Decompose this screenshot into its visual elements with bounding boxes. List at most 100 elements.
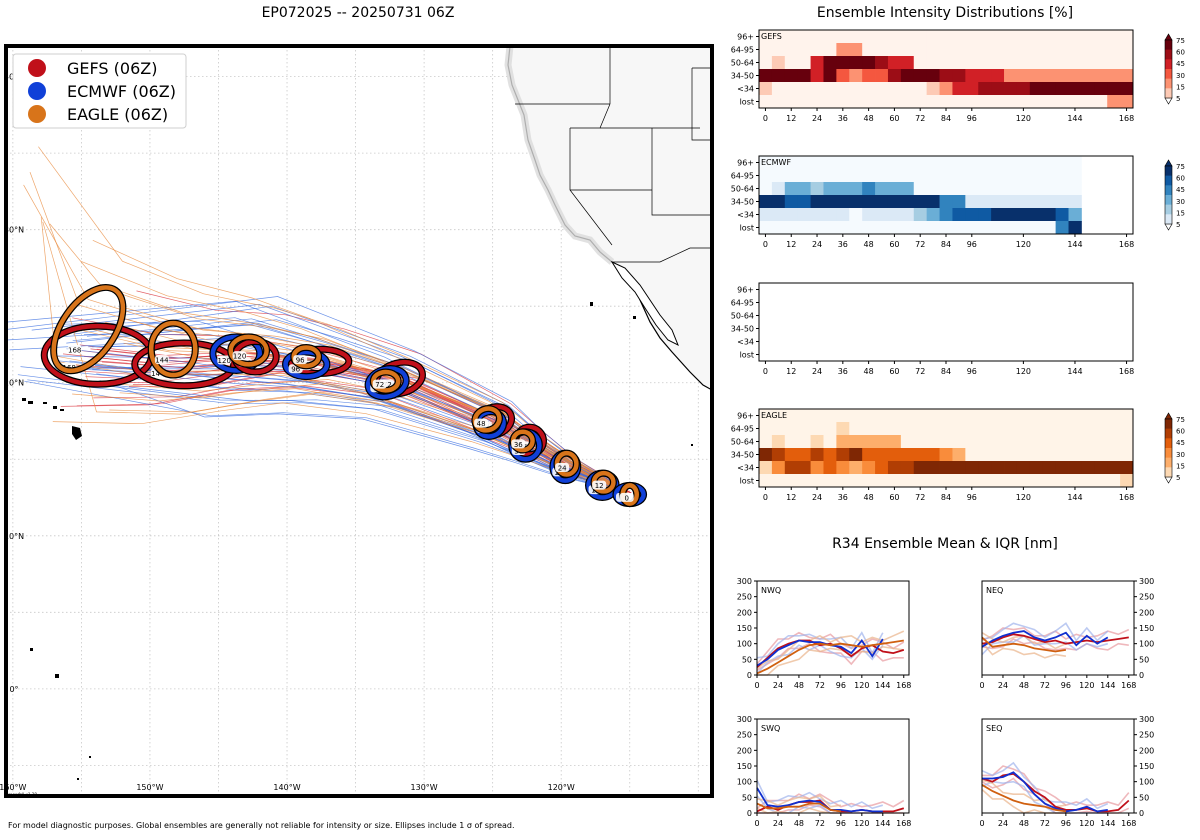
intensity-cell xyxy=(759,156,773,170)
coastal-shading xyxy=(504,46,615,265)
intensity-cell xyxy=(810,182,824,196)
intensity-cell xyxy=(1029,169,1044,183)
intensity-cell xyxy=(913,69,928,83)
intensity-cell xyxy=(1029,95,1044,109)
intensity-cell xyxy=(952,169,966,183)
intensity-cell xyxy=(952,69,966,83)
r34-mean-line-eagle xyxy=(981,636,1067,653)
intensity-cell xyxy=(759,56,773,70)
intensity-cell xyxy=(771,69,786,83)
intensity-cell xyxy=(810,95,824,109)
colorbar-tick-label: 30 xyxy=(1176,72,1185,80)
intensity-category-label: 96+ xyxy=(737,412,754,421)
ellipse-label-bg xyxy=(293,355,308,365)
intensity-cell xyxy=(1042,69,1057,83)
intensity-cell xyxy=(849,409,863,423)
footnote: For model diagnostic purposes. Global en… xyxy=(8,821,515,830)
intensity-cell xyxy=(1004,448,1018,462)
intensity-cell xyxy=(1068,221,1082,235)
intensity-cell xyxy=(759,43,773,57)
lat-tick-label: 10°N xyxy=(4,532,24,541)
intensity-xtick-label: 84 xyxy=(941,493,951,502)
intensity-xtick-label: 60 xyxy=(889,240,899,249)
intensity-xtick-label: 144 xyxy=(1067,367,1082,376)
intensity-cell xyxy=(913,208,928,222)
r34-iqr-line-gefs xyxy=(756,793,905,809)
intensity-xtick-label: 60 xyxy=(889,114,899,123)
r34-xtick-label: 72 xyxy=(1040,819,1050,828)
colorbar-tick-label: 15 xyxy=(1176,462,1185,470)
ellipse-hour-label: 12 xyxy=(595,482,604,490)
intensity-cell xyxy=(1042,208,1057,222)
intensity-cell xyxy=(887,69,902,83)
intensity-frame xyxy=(758,282,1134,362)
intensity-cell xyxy=(939,43,953,57)
map-legend: GEFS (06Z) ECMWF (06Z) EAGLE (06Z) xyxy=(12,53,187,129)
r34-xtick-label: 120 xyxy=(854,681,869,690)
intensity-cell xyxy=(823,448,837,462)
intensity-xtick-label: 60 xyxy=(889,367,899,376)
r34-xtick-label: 48 xyxy=(794,681,804,690)
colorbar-tick-label: 60 xyxy=(1176,49,1185,57)
watermark: snowfall v1.28 xyxy=(8,792,37,797)
intensity-cell xyxy=(1042,82,1057,96)
intensity-cell xyxy=(836,448,850,462)
intensity-cell xyxy=(952,182,966,196)
colorbar-tick-label: 5 xyxy=(1176,474,1180,482)
intensity-cell xyxy=(771,448,786,462)
r34-xtick-label: 168 xyxy=(896,819,911,828)
intensity-cell xyxy=(759,422,773,436)
intensity-cell xyxy=(978,82,992,96)
intensity-cell xyxy=(887,474,902,488)
r34-ytick-label: 50 xyxy=(742,793,752,802)
intensity-category-label: 64-95 xyxy=(731,172,754,181)
r34-mean-line-eagle xyxy=(756,639,904,675)
legend-label: GEFS (06Z) xyxy=(67,59,157,78)
intensity-panel-label: ECMWF xyxy=(761,158,791,167)
intensity-cell xyxy=(771,221,786,235)
intensity-cell xyxy=(836,208,850,222)
intensity-category-label: 34-50 xyxy=(731,72,754,81)
intensity-cell xyxy=(849,56,863,70)
colorbar-segment xyxy=(1165,185,1172,196)
intensity-cell xyxy=(1094,69,1108,83)
intensity-xtick-label: 120 xyxy=(1016,114,1031,123)
intensity-cell xyxy=(991,30,1005,44)
intensity-cell xyxy=(797,82,811,96)
intensity-cell xyxy=(759,69,773,83)
intensity-xtick-label: 72 xyxy=(915,240,925,249)
intensity-cell xyxy=(900,474,915,488)
r34-xtick-label: 72 xyxy=(815,681,825,690)
intensity-cell xyxy=(797,56,811,70)
intensity-cell xyxy=(939,95,953,109)
colorbar-segment xyxy=(1165,78,1172,89)
intensity-cell xyxy=(939,448,953,462)
intensity-xtick-label: 0 xyxy=(763,114,768,123)
intensity-cell xyxy=(1029,30,1044,44)
intensity-cell xyxy=(862,82,876,96)
intensity-cell xyxy=(1081,409,1095,423)
intensity-cell xyxy=(1042,221,1057,235)
member-track-ecmwf xyxy=(24,380,628,495)
intensity-cell xyxy=(784,221,799,235)
intensity-xtick-label: 84 xyxy=(941,367,951,376)
r34-xtick-label: 168 xyxy=(896,681,911,690)
intensity-xtick-label: 36 xyxy=(838,114,848,123)
intensity-cell xyxy=(875,474,889,488)
r34-panel-label: SWQ xyxy=(761,724,780,733)
intensity-category-label: 64-95 xyxy=(731,299,754,308)
intensity-cell xyxy=(784,208,799,222)
intensity-cell xyxy=(771,30,786,44)
intensity-cell xyxy=(759,30,773,44)
intensity-cell xyxy=(926,56,940,70)
r34-xtick-label: 48 xyxy=(1019,819,1029,828)
intensity-cell xyxy=(939,82,953,96)
intensity-xtick-label: 12 xyxy=(786,367,796,376)
intensity-cell xyxy=(1004,156,1018,170)
intensity-cell xyxy=(1055,195,1069,209)
colorbar-tick-label: 75 xyxy=(1176,163,1185,171)
intensity-cell xyxy=(991,422,1005,436)
intensity-cell xyxy=(1068,448,1082,462)
intensity-cell xyxy=(810,156,824,170)
